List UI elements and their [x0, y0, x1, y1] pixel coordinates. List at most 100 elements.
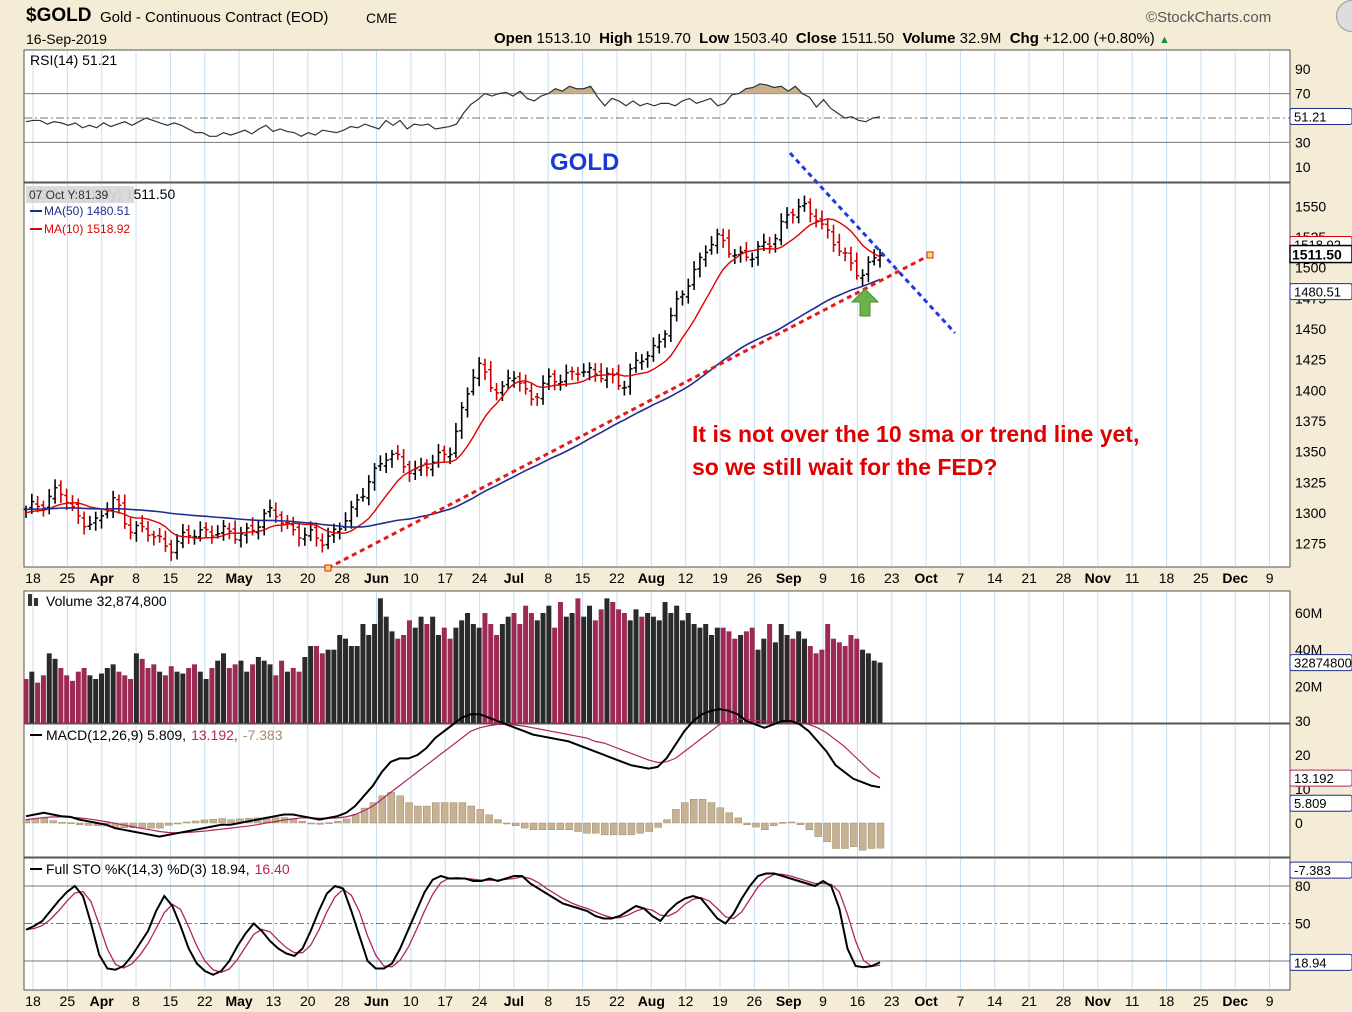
volume-bar: [743, 631, 749, 723]
volume-bar: [69, 680, 75, 723]
x-tick-label: 23: [884, 570, 900, 586]
volume-bar: [174, 671, 180, 723]
rsi-tick: 90: [1295, 61, 1311, 77]
macd-tick: 0: [1295, 815, 1303, 831]
volume-bar: [528, 613, 534, 723]
rsi-layer: [24, 83, 1290, 143]
volume-bar: [668, 613, 674, 723]
macd-hist-bar: [654, 822, 662, 828]
macd-hist-bar: [841, 822, 849, 849]
macd-hist-bar: [876, 822, 885, 849]
volume-bar: [360, 624, 366, 723]
volume-bar: [854, 638, 860, 723]
macd-hist-bar: [360, 807, 369, 824]
sto-tag: 18.94: [1294, 955, 1327, 970]
volume-bar: [284, 671, 290, 723]
volume-bar: [435, 635, 441, 723]
x-tick-label: 20: [300, 993, 316, 1009]
x-tick-label: Jul: [504, 570, 524, 586]
volume-bar: [656, 620, 662, 723]
macd-hist-bar: [467, 805, 475, 824]
ma50-tag: 1480.51: [1294, 285, 1341, 300]
x-tick-label: 25: [60, 570, 76, 586]
volume-tick: 20M: [1295, 678, 1322, 694]
x-tick-label: 18: [25, 570, 41, 586]
green-up-arrow-icon: [850, 288, 880, 317]
macd-hist-bar: [725, 812, 733, 824]
volume-bar: [592, 620, 598, 723]
macd-hist-bar: [609, 822, 618, 836]
volume-bar: [848, 635, 854, 723]
volume-bar: [238, 660, 244, 723]
macd-hist-bar: [698, 799, 707, 824]
macd-hist-bar: [414, 805, 422, 824]
volume-bar: [29, 671, 35, 723]
volume-bar: [372, 624, 378, 723]
low-value: 1503.40: [733, 30, 788, 47]
x-tick-label: 23: [884, 993, 900, 1009]
volume-bar: [81, 668, 87, 723]
volume-tag-bg: [1289, 654, 1352, 672]
x-tick-label: 17: [437, 993, 453, 1009]
macd-label: MACD(12,26,9) 5.809, 13.192, -7.383: [46, 727, 283, 743]
volume-bar: [313, 646, 319, 723]
volume-bar: [93, 679, 99, 723]
volume-bar: [104, 668, 110, 723]
close-tag-bg: [1289, 244, 1352, 264]
price-tick: 1550: [1295, 198, 1326, 214]
macd-hist-bar: [761, 822, 769, 830]
rsi-label: RSI(14) 51.21: [30, 52, 117, 68]
macd-hist-bar: [316, 822, 324, 825]
ma50-line: [25, 278, 881, 528]
macd-hist-bar: [485, 814, 493, 824]
volume-bar: [459, 620, 465, 723]
x-tick-label: 28: [334, 570, 350, 586]
up-arrow-icon: ▲: [1158, 34, 1170, 46]
volume-bar: [610, 602, 616, 723]
x-tick-label: Apr: [90, 993, 115, 1009]
x-tick-label: 9: [1266, 570, 1274, 586]
volume-bar: [383, 616, 389, 723]
macd-hist-bar: [49, 820, 57, 824]
volume-tag: 32874800: [1294, 656, 1352, 671]
macd-hist-bar: [40, 818, 48, 824]
volume-bar: [662, 602, 668, 723]
x-tick-label: 7: [957, 993, 965, 1009]
volume-bar: [157, 671, 163, 723]
x-tick-label: 19: [712, 570, 728, 586]
macd-hist-bar: [503, 822, 511, 825]
x-tick-label: 15: [163, 570, 179, 586]
volume-bar: [470, 624, 476, 723]
volume-bar: [58, 668, 64, 723]
x-tick-label: Sep: [776, 570, 802, 586]
macd-line: [25, 708, 881, 838]
exchange: CME: [366, 10, 398, 26]
macd-hist-bar: [823, 822, 831, 842]
volume-bar: [581, 616, 587, 723]
macd-hist-bar: [707, 802, 716, 824]
macd-hist-bar: [378, 795, 387, 824]
x-tick-label: 8: [544, 570, 552, 586]
macd-hist-bar: [298, 821, 306, 824]
brand-logo[interactable]: ©StockCharts.com: [1146, 9, 1272, 26]
macd-hist-bar: [405, 802, 413, 824]
instrument-name: Gold - Continuous Contract (EOD): [100, 9, 329, 26]
volume-bar: [325, 649, 331, 723]
volume-bar: [546, 605, 552, 723]
volume-bar: [168, 666, 174, 723]
x-tick-label: 28: [1056, 570, 1072, 586]
x-tick-label: 22: [609, 993, 625, 1009]
volume-bar: [186, 668, 192, 723]
volume-bar: [412, 627, 418, 723]
macd-hist-bar: [805, 822, 814, 830]
volume-bar: [441, 627, 447, 723]
x-tick-label: 18: [25, 993, 41, 1009]
volume-bar: [46, 653, 52, 723]
macd-layer: [22, 708, 885, 851]
macd-hist-bar: [752, 822, 760, 828]
volume-bar: [476, 627, 482, 723]
volume-bar: [197, 671, 203, 723]
sto-tick: 80: [1295, 878, 1311, 894]
x-tick-label: Dec: [1222, 993, 1248, 1009]
